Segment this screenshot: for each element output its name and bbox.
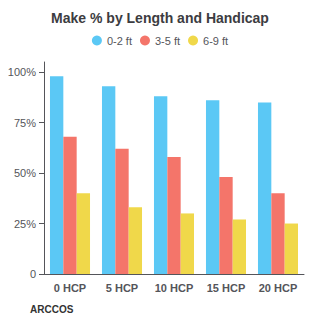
svg-text:25%: 25% <box>14 218 36 230</box>
svg-text:0-2 ft: 0-2 ft <box>107 35 132 47</box>
svg-text:0 HCP: 0 HCP <box>54 282 86 294</box>
svg-text:5 HCP: 5 HCP <box>106 282 138 294</box>
svg-text:0: 0 <box>30 268 36 280</box>
svg-text:20 HCP: 20 HCP <box>259 282 298 294</box>
svg-text:100%: 100% <box>8 66 36 78</box>
svg-text:Make % by Length and Handicap: Make % by Length and Handicap <box>51 10 269 26</box>
svg-text:15 HCP: 15 HCP <box>207 282 246 294</box>
svg-text:6-9 ft: 6-9 ft <box>203 35 228 47</box>
svg-text:50%: 50% <box>14 167 36 179</box>
svg-text:3-5 ft: 3-5 ft <box>155 35 180 47</box>
svg-text:10 HCP: 10 HCP <box>155 282 194 294</box>
svg-text:75%: 75% <box>14 117 36 129</box>
svg-text:ARCCOS: ARCCOS <box>30 304 74 315</box>
